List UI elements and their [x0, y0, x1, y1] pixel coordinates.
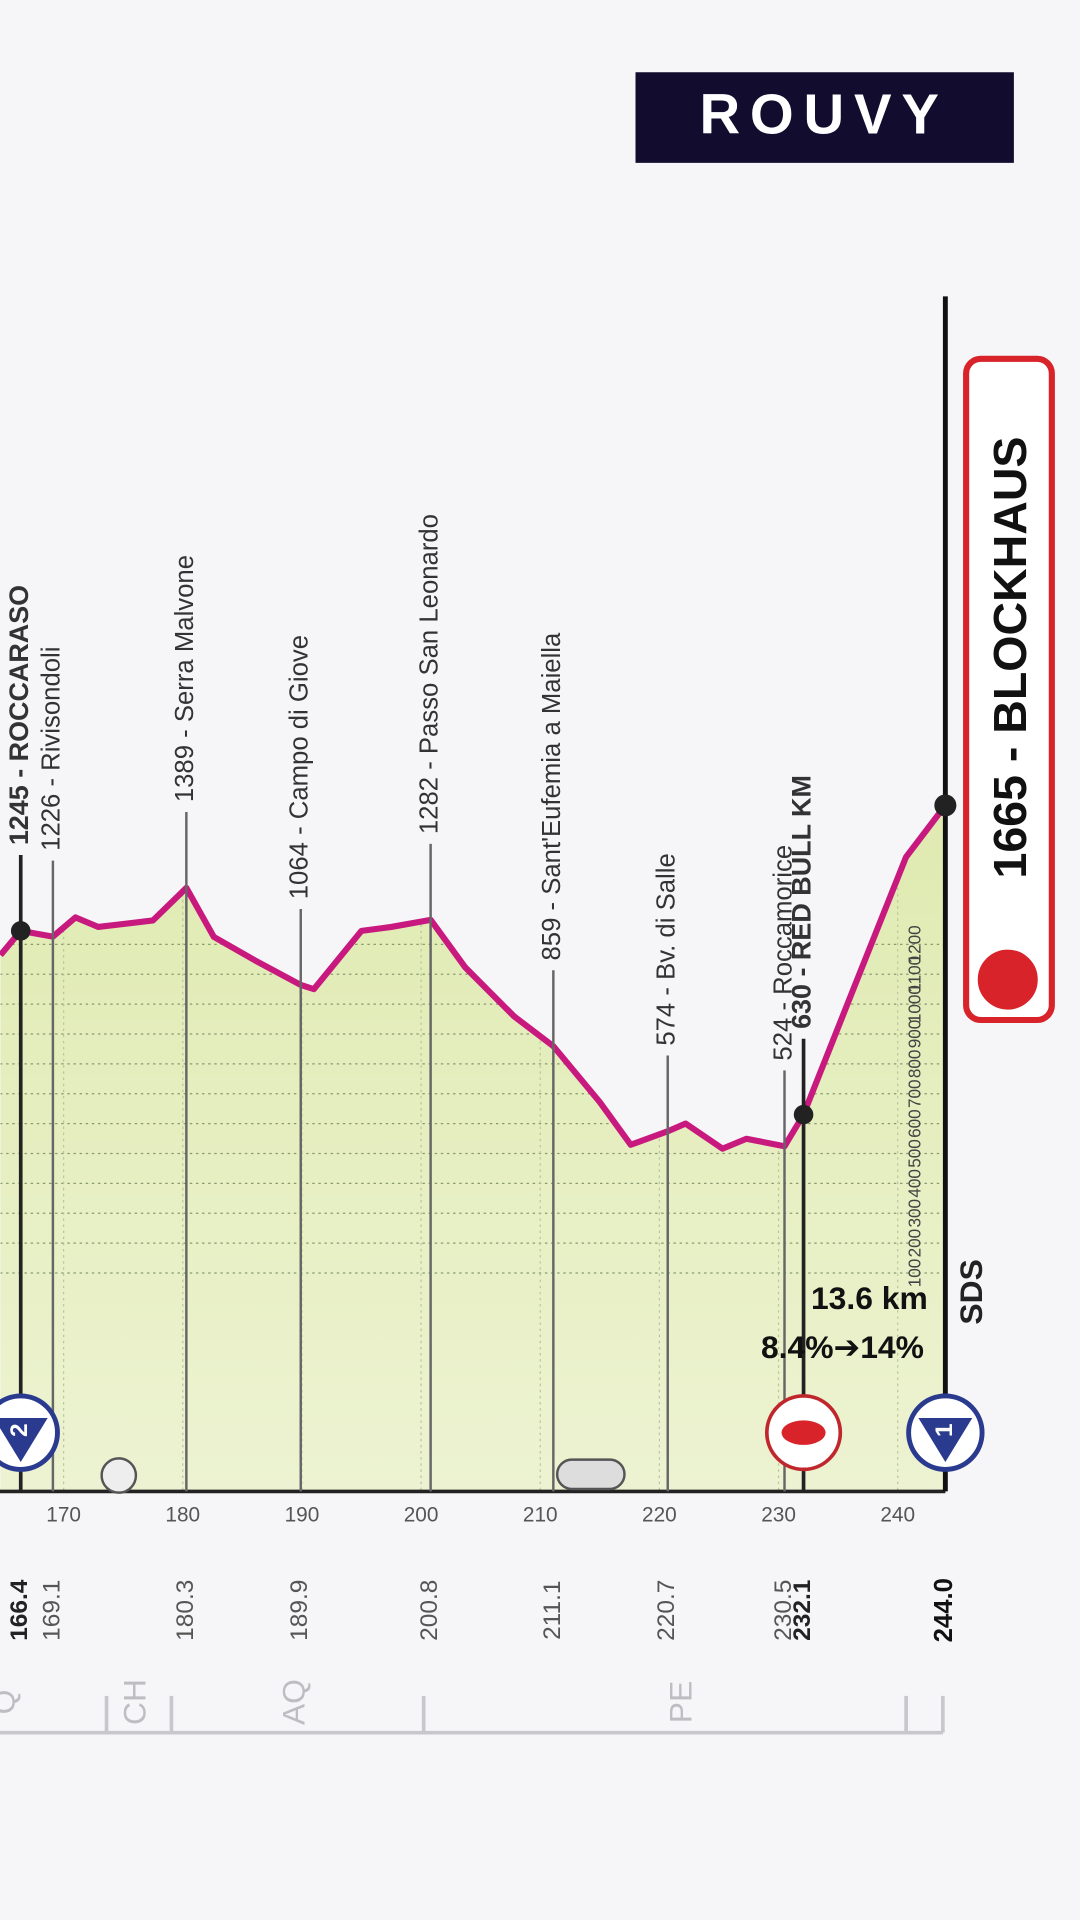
waypoint-km: 180.3 [172, 1580, 199, 1641]
waypoint-name: 1064 - Campo di Giove [286, 635, 314, 899]
logo-box[interactable] [635, 72, 1014, 163]
finish-name: 1665 - BLOCKHAUS [984, 437, 1036, 879]
waypoint-km: 189.9 [286, 1580, 313, 1641]
x-tick-label: 170 [46, 1503, 81, 1526]
y-tick-label: 1200 [904, 925, 924, 963]
redbull-icon [781, 1420, 826, 1445]
x-tick-label: 200 [404, 1503, 439, 1526]
waypoint-name: 1282 - Passo San Leonardo [415, 514, 443, 834]
x-tick-label: 190 [285, 1503, 320, 1526]
waypoint-name: 574 - Bv. di Salle [653, 853, 681, 1045]
finish-box [963, 355, 1055, 1024]
x-tick-label: 230 [761, 1503, 796, 1526]
badge-triangle [0, 1417, 48, 1463]
waypoint-km: 232.1 [789, 1580, 816, 1641]
waypoint-name: 1245 - ROCCARASO [4, 585, 34, 845]
waypoint-km: 166.4 [6, 1579, 33, 1641]
y-tick-label: 1000 [904, 985, 924, 1023]
y-tick-label: 600 [904, 1109, 924, 1138]
finish-dot [934, 794, 957, 817]
waypoint-km: 220.7 [653, 1580, 680, 1641]
region-label: AQ [276, 1679, 312, 1725]
x-tick-label: 220 [642, 1503, 677, 1526]
y-tick-label: 100 [904, 1259, 924, 1288]
climb-length: 13.6 km [811, 1280, 928, 1316]
waypoint-dot [793, 1104, 814, 1125]
y-tick-label: 200 [904, 1229, 924, 1258]
region-label: Q [0, 1690, 22, 1715]
area-fill [0, 805, 946, 1492]
y-tick-label: 900 [904, 1020, 924, 1049]
y-tick-label: 500 [904, 1139, 924, 1168]
waypoint-name: 1226 - Rivisondoli [38, 647, 66, 851]
sprint-icon [555, 1458, 626, 1491]
badge-text: 2 [6, 1423, 33, 1437]
waypoint-km: 230.5 [770, 1580, 797, 1641]
profile-line [0, 803, 948, 1152]
y-tick-label: 300 [904, 1199, 924, 1228]
x-tick-label: 210 [523, 1503, 558, 1526]
logo[interactable]: ROUVY [699, 83, 948, 146]
waypoint-name: 524 - Roccamorice [769, 845, 797, 1061]
x-tick-label: 240 [880, 1503, 915, 1526]
x-tick-label: 180 [165, 1503, 200, 1526]
y-tick-label: 700 [904, 1079, 924, 1108]
waypoint-name: 1389 - Serra Malvone [171, 555, 199, 802]
y-tick-label: 1100 [904, 956, 924, 993]
waypoint-km: 200.8 [416, 1580, 443, 1641]
climb-gradient: 8.4%➔14% [761, 1329, 924, 1365]
waypoint-km: 169.1 [38, 1580, 65, 1641]
waypoint-name: 859 - Sant'Eufemia a Maiella [538, 632, 566, 961]
finish-km: 244.0 [930, 1578, 958, 1642]
y-tick-label: 800 [904, 1050, 924, 1079]
waypoint-name: 630 - RED BULL KM [787, 775, 817, 1029]
badge-text: 1 [931, 1423, 958, 1437]
feed-icon [100, 1457, 138, 1494]
sds-label: SDS [953, 1259, 989, 1324]
waypoint-dot [10, 921, 31, 941]
region-label: CH [117, 1679, 153, 1725]
y-tick-label: 400 [904, 1169, 924, 1198]
profile: 170 180 190 200 210 220 230 2401002003004005006… [0, 296, 1055, 1735]
waypoint-km: 211.1 [539, 1580, 566, 1639]
finish-icon [974, 945, 1042, 1014]
region-label: PE [663, 1681, 699, 1723]
badge-triangle [918, 1417, 973, 1463]
